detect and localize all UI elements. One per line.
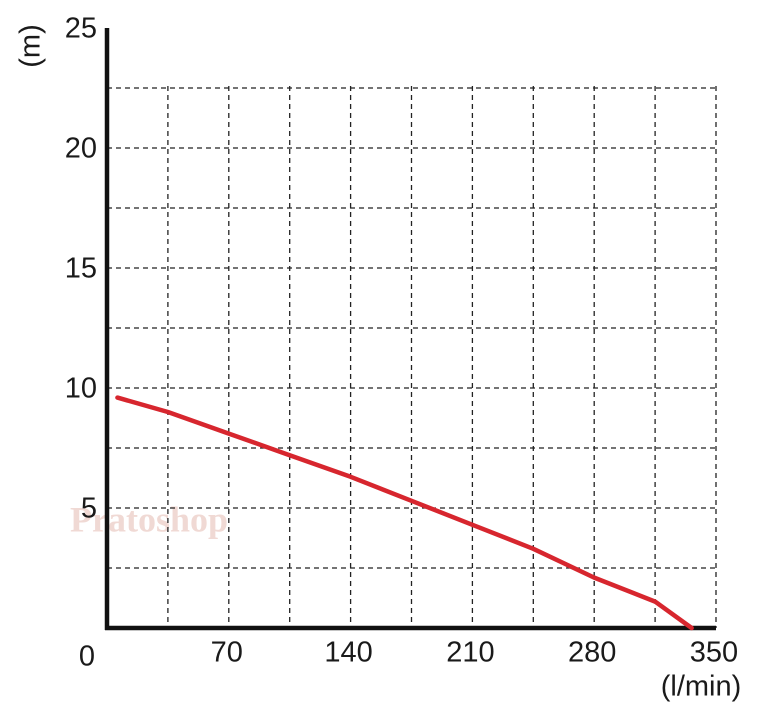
x-tick-label: 350 bbox=[690, 637, 738, 669]
watermark: Pratoshop bbox=[70, 499, 228, 539]
x-tick-label: 140 bbox=[324, 637, 372, 669]
line bbox=[115, 395, 694, 631]
x-tick-label: 210 bbox=[446, 637, 494, 669]
y-tick-label: 25 bbox=[65, 13, 97, 45]
x-tick-label: 280 bbox=[568, 637, 616, 669]
x-axis-label: (l/min) bbox=[661, 671, 742, 703]
y-tick-label: 10 bbox=[65, 373, 97, 405]
y-axis-label: (m) bbox=[15, 24, 47, 67]
y-tick-label: 15 bbox=[65, 253, 97, 285]
y-tick-label: 20 bbox=[65, 133, 97, 165]
x-tick-label: 0 bbox=[79, 641, 95, 673]
x-tick-label: 70 bbox=[211, 637, 243, 669]
y-tick-label: 5 bbox=[81, 493, 97, 525]
